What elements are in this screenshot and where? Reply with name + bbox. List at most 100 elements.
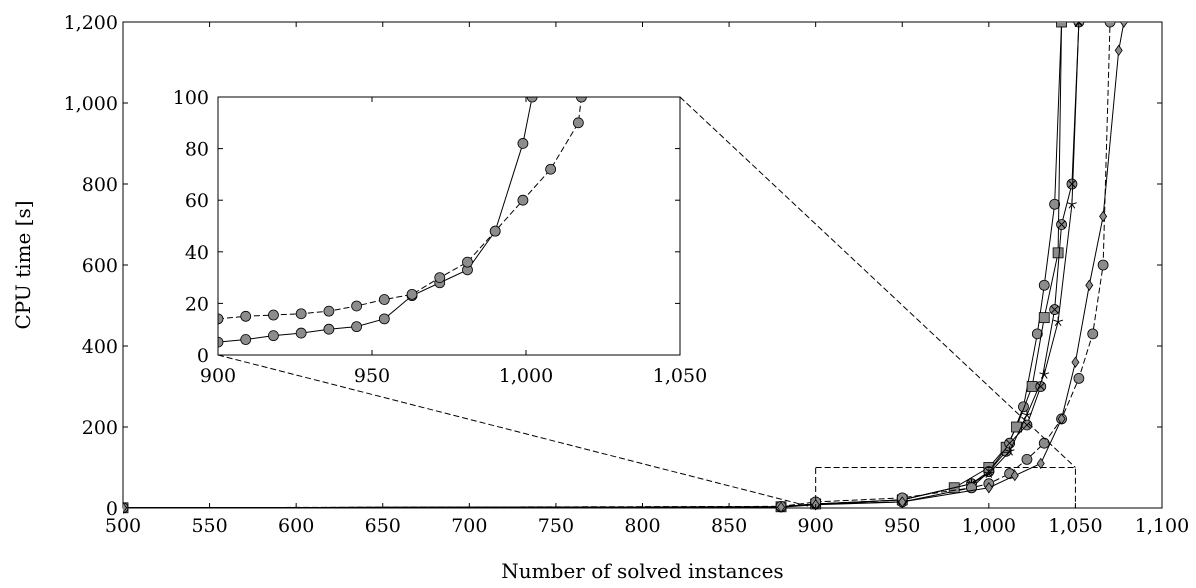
inset-y-tick-label-4: 80 — [185, 139, 209, 161]
main-x-tick-label-6: 800 — [624, 515, 660, 537]
y-axis-label: CPU time [s] — [11, 200, 35, 329]
main-series-5-point-8 — [1071, 356, 1080, 368]
zoom-connector-bottom — [217, 354, 816, 509]
main-series-4-point-7 — [1021, 453, 1033, 465]
inset-y-tick-label-1: 20 — [185, 293, 209, 315]
star-ray — [1075, 22, 1080, 27]
star-ray — [1057, 321, 1062, 327]
inset-series-1-point-8 — [434, 272, 446, 284]
star-ray — [1071, 202, 1077, 205]
otimes-cross-b — [1068, 180, 1076, 188]
main-series-5-point-1 — [777, 501, 786, 513]
inset-series-1-point-6 — [378, 294, 390, 305]
star-ray — [1023, 414, 1028, 420]
main-series-2-point-10 — [1056, 219, 1067, 230]
main-series-0-point-8 — [1031, 328, 1043, 340]
main-series-3-point-5 — [983, 468, 994, 478]
main-series-5-point-4 — [984, 482, 993, 494]
main-y-tick-label-3: 600 — [82, 255, 118, 277]
inset-y-tick-label-0: 0 — [197, 345, 209, 367]
main-series-5-point-6 — [1036, 457, 1045, 470]
inset-series-1-line — [218, 97, 582, 320]
main-series-4-line — [123, 22, 1111, 509]
main-series-4-point-12 — [1097, 259, 1109, 271]
star-ray — [988, 471, 994, 475]
zoom-box — [815, 467, 1076, 509]
main-x-tick-label-4: 700 — [451, 515, 487, 537]
main-x-tick-label-9: 950 — [884, 515, 920, 537]
main-series-5-point-9 — [1085, 279, 1094, 291]
main-series-0-point-10 — [1049, 198, 1061, 210]
main-x-tick-label-2: 600 — [278, 515, 314, 537]
main-series-1-point-10 — [1052, 247, 1064, 259]
inset-series-1-point-5 — [351, 300, 363, 312]
main-x-tick-label-1: 550 — [191, 515, 227, 537]
star-ray — [1039, 372, 1045, 375]
inset-series-0-point-1 — [240, 334, 252, 345]
main-y-tick-label-6: 1,200 — [64, 12, 118, 34]
main-x-tick-label-12: 1,100 — [1135, 515, 1189, 537]
main-y-tick-label-5: 1,000 — [64, 93, 118, 115]
otimes-cross-b — [1075, 22, 1080, 26]
star-ray — [1026, 414, 1031, 420]
star-ray — [1057, 319, 1064, 323]
main-series-3-point-8 — [1039, 369, 1050, 379]
x-axis-label: Number of solved instances — [501, 559, 783, 583]
inset-series-1-point-12 — [545, 163, 557, 175]
main-series-3-point-7 — [1022, 409, 1032, 420]
inset-y-tick-label-3: 60 — [185, 190, 209, 212]
inset-x-tick-label-0: 900 — [200, 365, 236, 387]
star-ray — [1054, 321, 1059, 327]
star-ray — [1009, 449, 1015, 452]
main-series-3-point-6 — [1004, 446, 1015, 456]
inset-y-tick-label-5: 100 — [173, 87, 209, 109]
main-y-tick-label-2: 400 — [82, 336, 118, 358]
main-y-tick-label-1: 200 — [82, 417, 118, 439]
inset-series-1-point-3 — [295, 308, 307, 320]
inset-series-0-point-6 — [378, 313, 390, 325]
inset-series-1-point-14 — [576, 97, 587, 103]
star-ray — [1040, 374, 1045, 379]
main-series-5-point-5 — [1010, 469, 1019, 482]
star-ray — [1053, 319, 1059, 323]
otimes-cross-b — [1023, 421, 1031, 429]
main-series-2-point-11 — [1066, 178, 1078, 190]
star-ray — [1044, 372, 1050, 375]
main-series-5-point-7 — [1057, 413, 1066, 425]
star-ray — [983, 471, 989, 475]
star-ray — [1022, 412, 1028, 416]
inset-x-tick-label-3: 1,050 — [653, 365, 707, 387]
star-ray — [1006, 451, 1011, 456]
inset-series-1-point-1 — [240, 310, 252, 322]
main-x-tick-label-7: 850 — [711, 515, 747, 537]
inset-series-1-point-11 — [517, 194, 529, 206]
inset-series-0-point-4 — [323, 323, 335, 335]
main-series-4-point-8 — [1038, 437, 1050, 449]
star-ray — [1068, 203, 1073, 209]
main-x-tick-label-11: 1,050 — [1048, 515, 1102, 537]
main-x-tick-label-0: 500 — [105, 515, 141, 537]
star-ray — [1071, 203, 1076, 209]
main-series-5-point-12 — [1119, 22, 1128, 28]
main-series-5-point-11 — [1114, 44, 1123, 57]
main-series-3-line — [123, 22, 1080, 509]
inset-series-1-point-2 — [268, 309, 279, 321]
star-ray — [985, 473, 990, 478]
inset-series-0-point-0 — [218, 336, 224, 348]
inset-y-tick-label-2: 40 — [185, 242, 209, 264]
inset-series-0-point-2 — [268, 330, 279, 342]
main-x-tick-label-10: 1,000 — [962, 515, 1016, 537]
main-series-3-point-11 — [1075, 22, 1083, 27]
main-x-tick-label-3: 650 — [365, 515, 401, 537]
otimes-cross-b — [1050, 305, 1059, 314]
main-series-1-point-11 — [1056, 22, 1067, 28]
main-series-4-point-11 — [1087, 328, 1099, 340]
inset-series-0-point-12 — [526, 97, 538, 103]
inset-frame — [217, 96, 681, 356]
main-series-4-point-13 — [1104, 22, 1116, 28]
star-ray — [1004, 449, 1010, 452]
main-y-tick-label-0: 0 — [106, 498, 118, 520]
zoom-connector-top — [679, 96, 1076, 468]
